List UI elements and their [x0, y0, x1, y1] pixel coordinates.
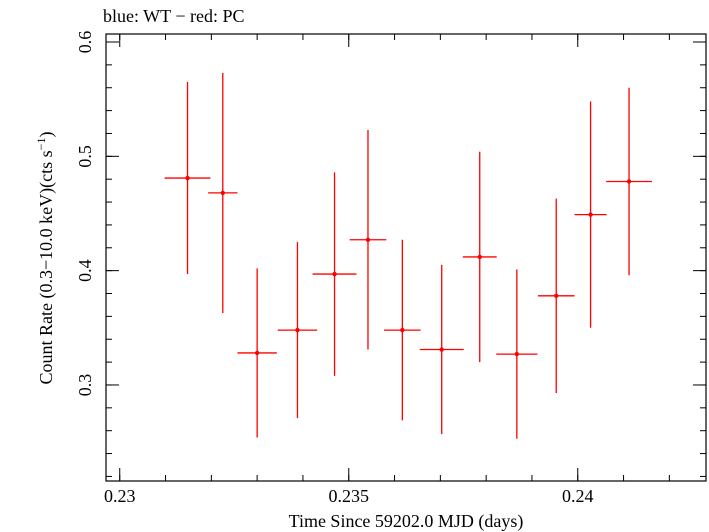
y-tick-label: 0.3: [75, 374, 95, 397]
data-series: [164, 72, 652, 439]
data-marker: [626, 179, 632, 184]
data-point: [384, 239, 421, 421]
x-tick-label: 0.23: [104, 486, 136, 506]
data-marker: [439, 347, 444, 352]
y-axis-title-main: Count Rate (0.3−10.0 keV)(cts s: [36, 150, 57, 384]
data-marker: [554, 293, 559, 298]
y-tick-label: 0.5: [75, 145, 95, 168]
legend-text: blue: WT − red: PC: [103, 6, 244, 26]
data-marker: [588, 212, 593, 217]
y-axis-title-superscript: −1: [34, 138, 48, 151]
x-axis-title: Time Since 59202.0 MJD (days): [289, 511, 524, 532]
y-axis-title-close: ): [36, 132, 57, 138]
data-point: [574, 101, 607, 328]
y-tick-label: 0.6: [75, 31, 95, 54]
data-point: [237, 268, 277, 438]
x-tick-label: 0.235: [328, 486, 369, 506]
data-point: [419, 264, 464, 435]
data-marker: [514, 351, 520, 357]
data-marker: [254, 350, 260, 356]
data-marker: [400, 327, 405, 333]
data-point: [462, 151, 497, 363]
data-marker: [365, 237, 371, 242]
plot-frame: [105, 33, 707, 482]
data-point: [312, 172, 357, 376]
data-marker: [185, 175, 190, 181]
data-marker: [295, 327, 300, 333]
data-point: [606, 87, 652, 276]
x-tick-label: 0.24: [562, 486, 594, 506]
data-marker: [332, 271, 337, 277]
y-tick-label: 0.4: [75, 259, 95, 282]
data-marker: [220, 190, 225, 196]
data-point: [164, 82, 211, 275]
data-point: [277, 242, 318, 419]
data-marker: [477, 254, 482, 260]
axis-tick-labels: 0.23 0.235 0.24 0.3 0.4 0.5 0.6: [75, 31, 594, 506]
y-axis-title: Count Rate (0.3−10.0 keV)(cts s−1): [34, 132, 57, 385]
data-point: [537, 198, 575, 393]
data-point: [208, 72, 238, 313]
data-point: [496, 269, 538, 439]
data-point: [349, 130, 387, 350]
axis-ticks: [106, 34, 706, 481]
